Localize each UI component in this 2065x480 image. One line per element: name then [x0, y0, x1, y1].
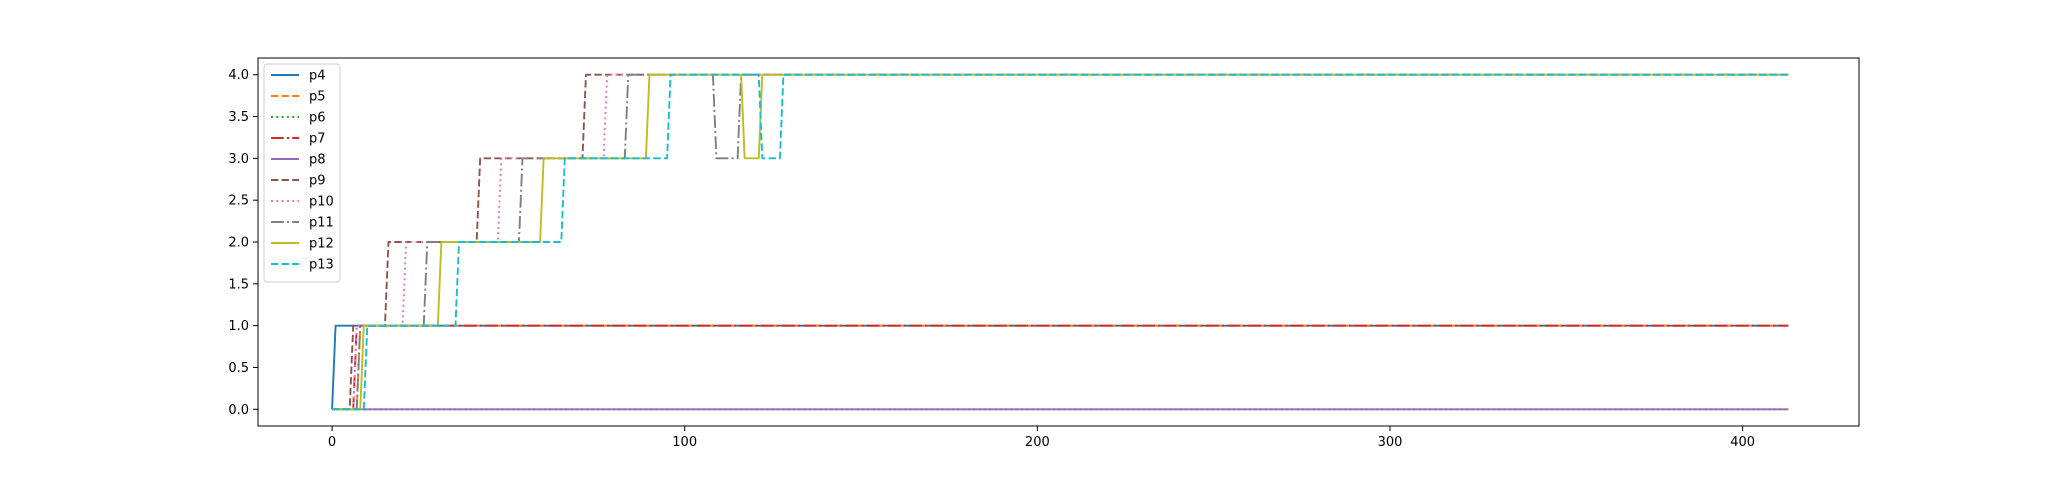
y-tick-label: 3.0	[228, 152, 249, 167]
legend-label-p7: p7	[309, 132, 326, 147]
series-line-p13	[332, 73, 1789, 411]
y-tick-label: 1.0	[228, 319, 249, 334]
x-tick-label: 400	[1730, 435, 1755, 450]
legend-label-p11: p11	[309, 216, 334, 231]
legend-label-p13: p13	[309, 258, 334, 273]
legend: p4 p5 p6 p7 p8 p9 p10 p11 p12 p13	[263, 63, 341, 283]
x-tick-label: 100	[672, 435, 697, 450]
legend-label-p10: p10	[309, 195, 334, 210]
y-tick-label: 1.5	[228, 277, 249, 292]
x-axis: 0 100 200 300 400	[328, 426, 1755, 450]
y-axis: 0.0 0.5 1.0 1.5 2.0 2.5 3.0 3.5 4.0	[228, 68, 258, 418]
x-tick-label: 300	[1378, 435, 1403, 450]
legend-label-p9: p9	[309, 174, 326, 189]
y-tick-label: 2.5	[228, 194, 249, 209]
y-tick-label: 2.0	[228, 236, 249, 251]
legend-label-p8: p8	[309, 153, 326, 168]
y-tick-label: 4.0	[228, 68, 249, 83]
y-tick-label: 3.5	[228, 110, 249, 125]
legend-label-p12: p12	[309, 237, 334, 252]
legend-label-p4: p4	[309, 69, 326, 84]
legend-label-p5: p5	[309, 90, 326, 105]
y-tick-label: 0.5	[228, 361, 249, 376]
x-tick-label: 200	[1025, 435, 1050, 450]
x-tick-label: 0	[328, 435, 336, 450]
series-layer	[331, 73, 1789, 411]
legend-frame	[263, 63, 341, 283]
y-tick-label: 0.0	[228, 403, 249, 418]
legend-label-p6: p6	[309, 111, 326, 126]
